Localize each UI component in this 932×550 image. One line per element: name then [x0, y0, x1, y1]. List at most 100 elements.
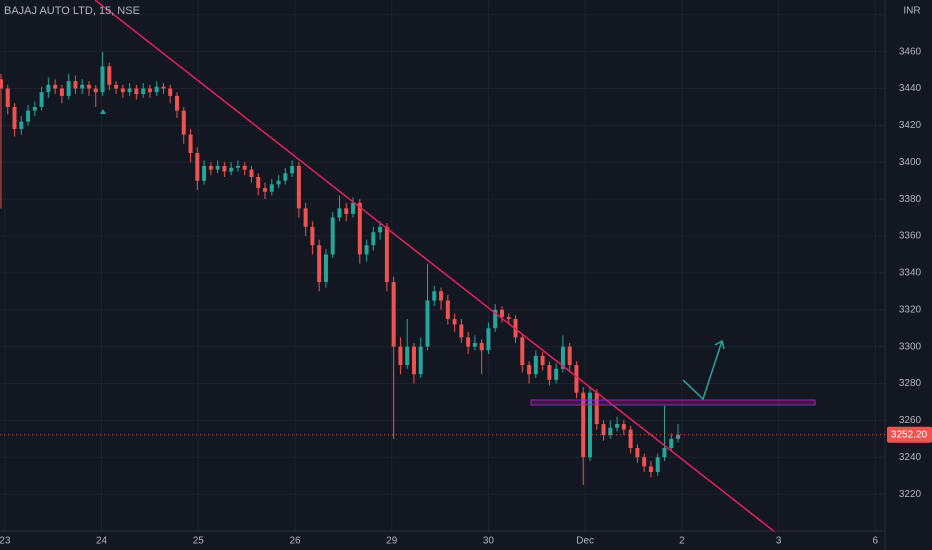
candle-body: [452, 318, 457, 325]
y-tick-label: 3340: [899, 268, 922, 279]
candle-body: [655, 457, 660, 472]
candle-body: [107, 66, 112, 85]
y-tick-label: 3460: [899, 46, 922, 57]
candle-body: [676, 434, 681, 439]
candle-body: [26, 110, 31, 122]
candle-body: [290, 165, 295, 174]
x-tick-label: 30: [483, 536, 495, 547]
candle-body: [642, 457, 647, 467]
candle-body: [120, 88, 125, 93]
x-tick-label: 23: [0, 536, 11, 547]
candle-body: [418, 346, 423, 375]
candle-body: [560, 346, 565, 369]
candle-body: [202, 165, 207, 181]
candle-body: [80, 84, 85, 89]
candle-body: [364, 245, 369, 255]
candle-body: [296, 165, 301, 209]
candle-body: [466, 337, 471, 347]
candle-body: [378, 226, 383, 233]
candle-body: [303, 208, 308, 227]
candle-body: [384, 226, 389, 283]
candle-body: [472, 342, 477, 347]
candle-body: [486, 328, 491, 351]
candle-body: [621, 424, 626, 430]
candle-body: [391, 282, 396, 347]
candle-body: [181, 110, 186, 135]
candle-body: [154, 86, 159, 93]
currency-label: INR: [903, 6, 920, 17]
last-price-box: [887, 426, 932, 443]
candle-body: [222, 165, 227, 172]
y-tick-label: 3400: [899, 157, 922, 168]
candle-body: [337, 208, 342, 218]
candle-body: [533, 355, 538, 375]
candle-body: [188, 134, 193, 154]
candle-body: [32, 106, 37, 111]
y-tick-label: 3360: [899, 231, 922, 242]
candle-body: [608, 427, 613, 436]
candle-body: [628, 429, 633, 449]
candle-body: [594, 392, 599, 425]
last-price-label: 3252.20: [891, 429, 928, 440]
candle-body: [310, 226, 315, 246]
candle-body: [39, 92, 44, 107]
candle-body: [357, 202, 362, 255]
candle-body: [648, 466, 653, 472]
candle-body: [161, 86, 166, 89]
candle-body: [669, 438, 674, 449]
candle-body: [493, 309, 498, 329]
marker: [100, 109, 106, 114]
candle-body: [344, 208, 349, 214]
zone-box: [530, 399, 816, 406]
y-tick-label: 3380: [899, 194, 922, 205]
arrow-head: [714, 339, 725, 350]
candle-body: [66, 81, 71, 96]
currency-box: [899, 3, 925, 19]
candle-body: [405, 346, 410, 366]
candle-body: [547, 365, 552, 380]
candle-body: [499, 309, 504, 318]
candle-body: [147, 88, 152, 93]
candle-body: [601, 424, 606, 436]
candle-body: [276, 180, 281, 185]
candle-body: [114, 84, 119, 89]
candle-body: [662, 448, 667, 458]
candle-body: [134, 88, 139, 95]
projection-arrow: [682, 340, 723, 401]
candle-body: [229, 167, 234, 172]
candle-body: [168, 88, 173, 96]
candle-body: [635, 448, 640, 458]
candle-body: [615, 424, 620, 428]
candle-body: [175, 95, 179, 111]
candle-body: [425, 300, 430, 347]
candle-body: [195, 153, 200, 181]
candle-body: [574, 365, 579, 393]
candle-body: [215, 165, 220, 170]
candle-body: [439, 291, 444, 301]
candle-body: [256, 177, 261, 189]
candle-body: [581, 392, 586, 458]
candle-body: [12, 106, 17, 130]
x-tick-label: 29: [386, 536, 398, 547]
candle-body: [46, 84, 51, 93]
x-tick-label: 25: [193, 536, 205, 547]
y-tick-label: 3300: [899, 341, 922, 352]
candle-body: [540, 355, 545, 366]
candle-body: [263, 188, 268, 192]
candle-body: [411, 346, 416, 375]
x-tick-label: 2: [679, 536, 685, 547]
candle-body: [506, 317, 511, 319]
candle-body: [330, 217, 335, 255]
candle-body: [445, 300, 450, 319]
candle-body: [567, 346, 572, 366]
candle-body: [53, 84, 58, 89]
candle-body: [235, 165, 240, 168]
y-tick-label: 3260: [899, 415, 922, 426]
candle-body: [520, 337, 525, 366]
candle-body: [479, 342, 484, 351]
x-tick-label: 24: [96, 536, 108, 547]
candle-body: [459, 324, 464, 338]
candle-body: [5, 88, 10, 107]
candle-body: [127, 88, 132, 93]
